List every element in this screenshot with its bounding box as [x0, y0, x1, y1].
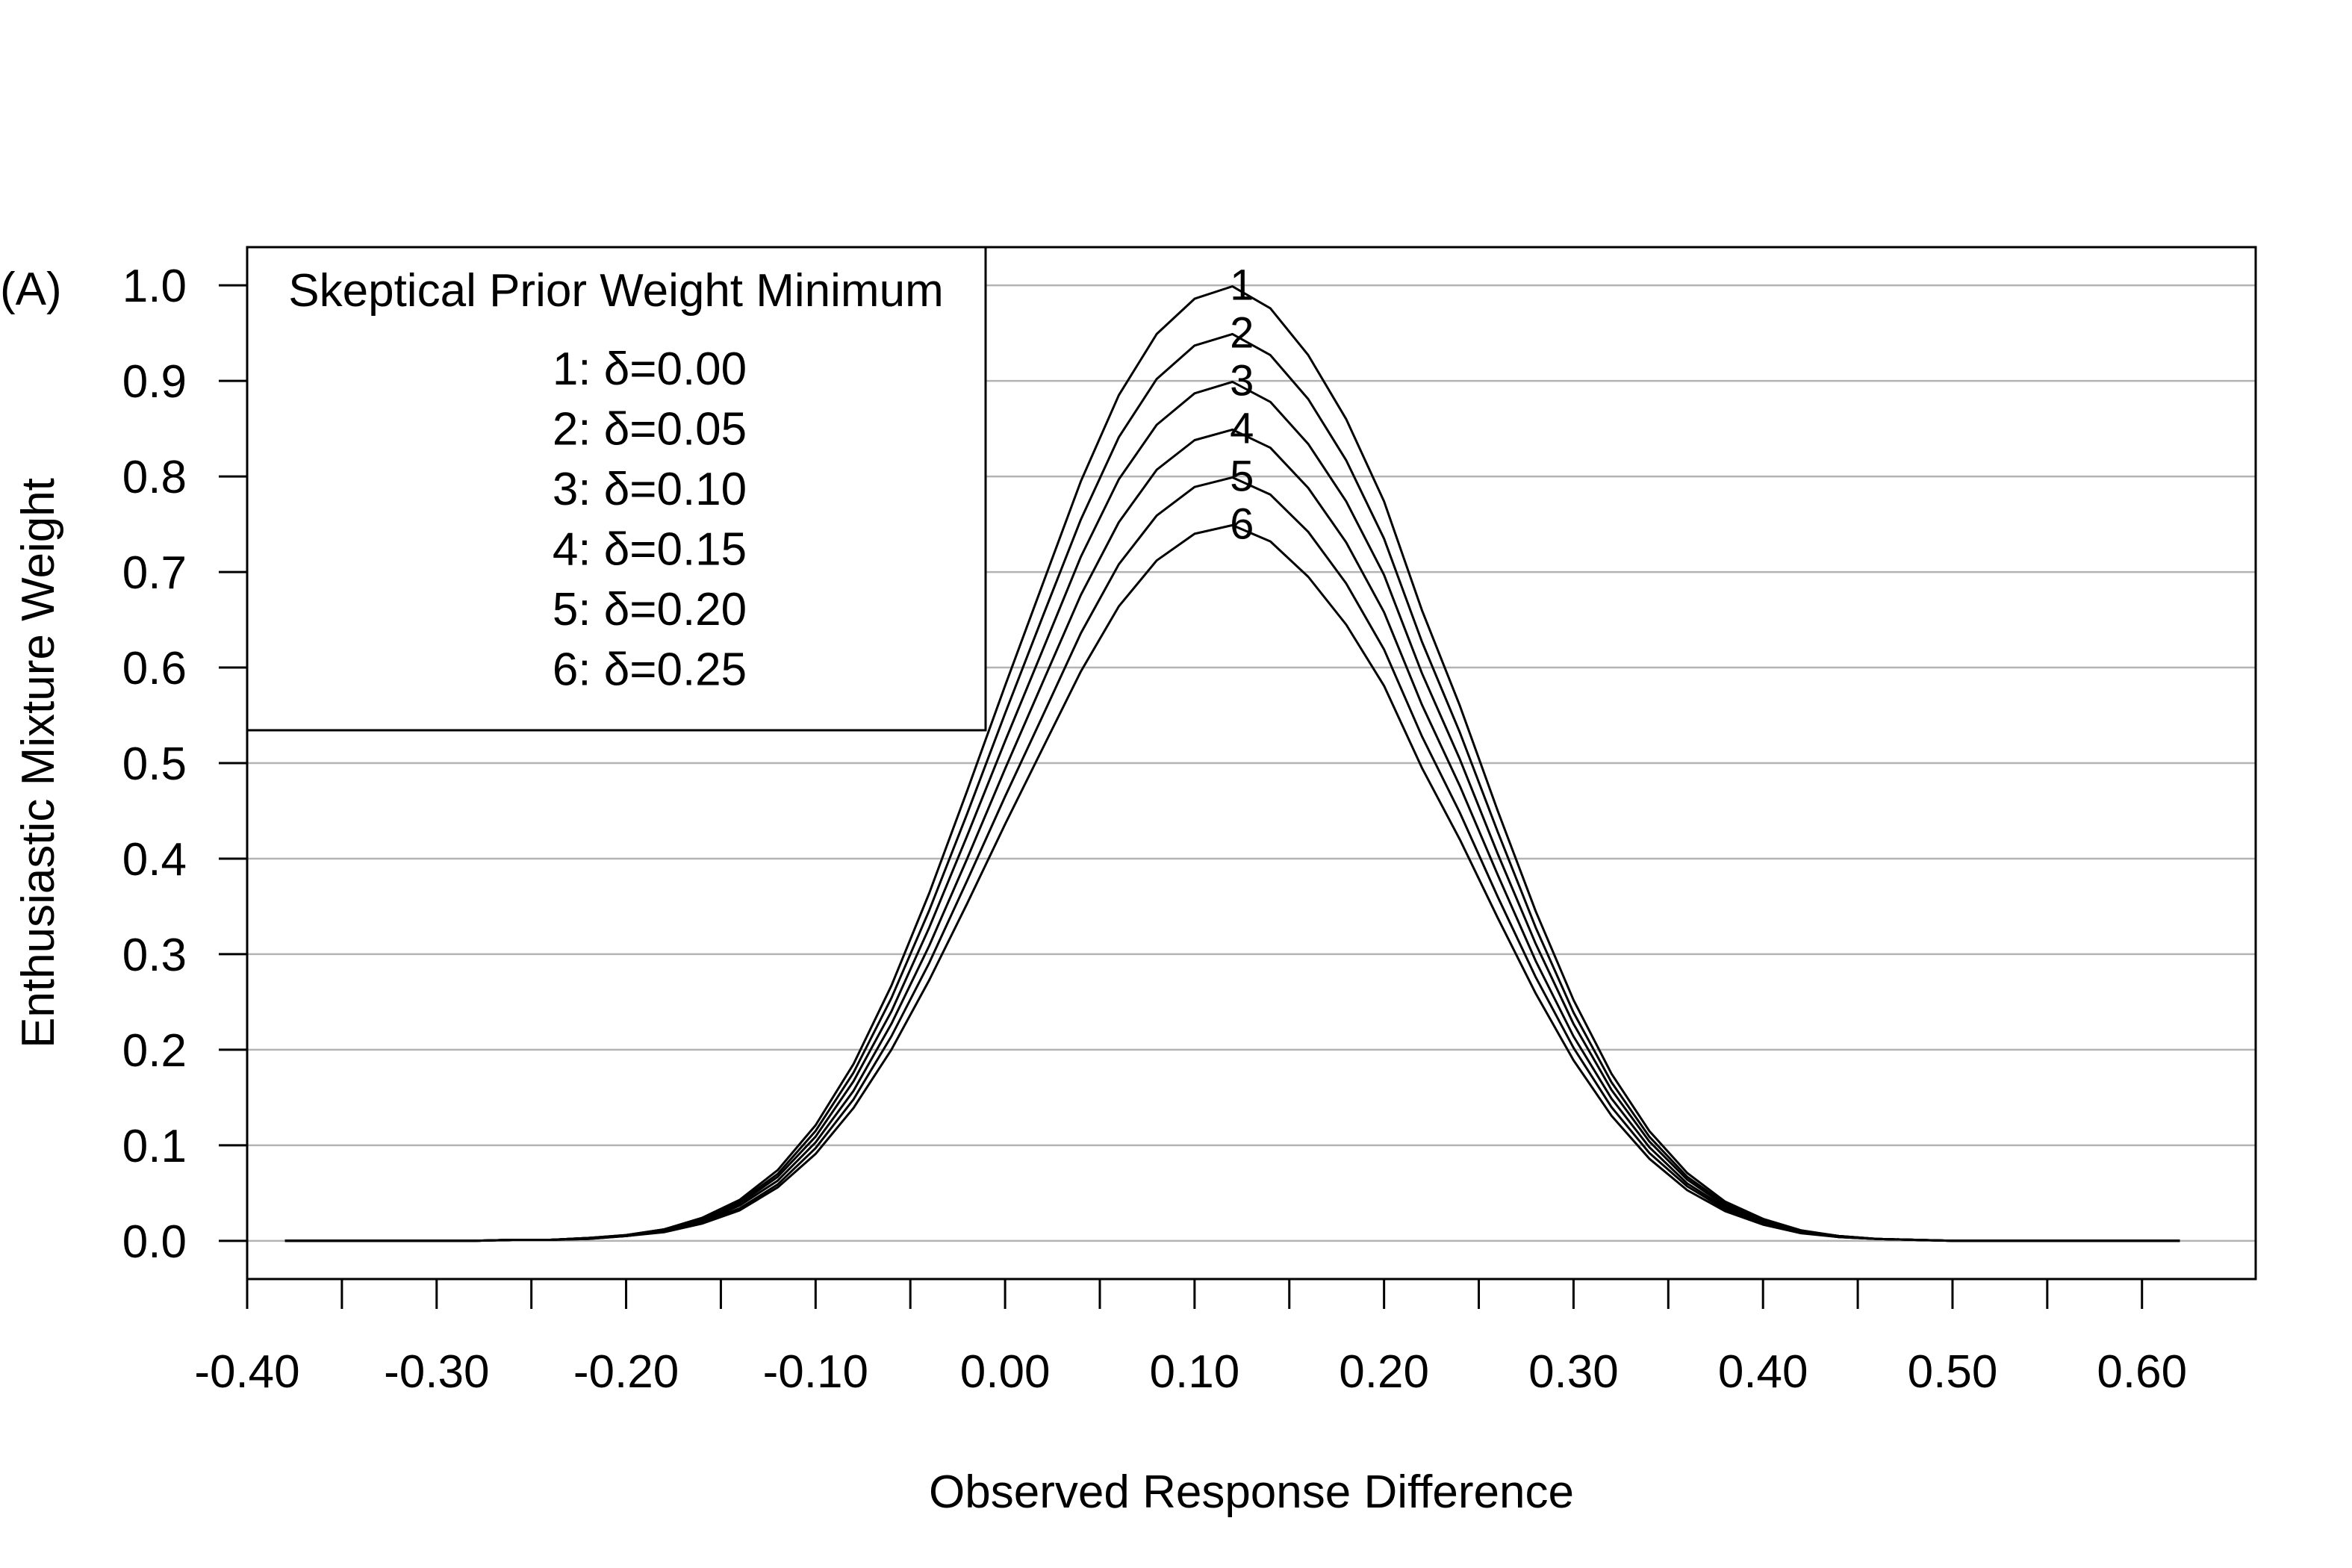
- x-tick-label: 0.50: [1908, 1346, 1998, 1398]
- y-tick-label: 0.6: [122, 643, 187, 694]
- y-tick-label: 0.4: [122, 834, 187, 886]
- curve-label-4: 4: [1230, 404, 1254, 452]
- y-tick-label: 0.5: [122, 738, 187, 790]
- curve-label-2: 2: [1230, 308, 1254, 357]
- legend-box: [246, 246, 987, 732]
- y-tick-label: 0.7: [122, 547, 187, 599]
- x-tick-label: 0.40: [1718, 1346, 1808, 1398]
- x-tick-label: 0.10: [1150, 1346, 1240, 1398]
- x-tick-label: -0.40: [194, 1346, 299, 1398]
- x-tick-label: -0.20: [573, 1346, 679, 1398]
- x-tick-label: 0.60: [2097, 1346, 2187, 1398]
- y-axis: 0.0 0.1 0.2 0.3 0.4 0.5 0.6 0.7 0.8 0.9 1.0: [122, 261, 247, 1268]
- x-tick-label: 0.30: [1528, 1346, 1619, 1398]
- legend-title: Skeptical Prior Weight Minimum: [288, 265, 943, 317]
- x-axis: -0.40 -0.30 -0.20 -0.10 0.00 0.10 0.20 0.30 0.40…: [194, 1279, 2187, 1398]
- curve-label-5: 5: [1230, 452, 1254, 500]
- x-tick-label: 0.00: [960, 1346, 1051, 1398]
- curve-label-6: 6: [1230, 500, 1254, 548]
- y-tick-label: 0.9: [122, 356, 187, 408]
- curve-label-1: 1: [1230, 261, 1254, 309]
- x-tick-label: -0.10: [763, 1346, 868, 1398]
- legend-entries: 1: δ=0.00 2: δ=0.05 3: δ=0.10 4: δ=0.15 5: δ…: [553, 343, 747, 696]
- series-lines: [284, 285, 2180, 1242]
- legend-entry: 6: δ=0.25: [553, 644, 747, 696]
- legend: Skeptical Prior Weight Minimum 1: δ=0.00…: [246, 246, 987, 732]
- y-tick-label: 0.1: [122, 1121, 187, 1172]
- y-tick-label: 0.0: [122, 1216, 187, 1268]
- y-tick-label: 1.0: [122, 261, 187, 312]
- panel-label: (A): [0, 264, 62, 315]
- legend-entry: 1: δ=0.00: [553, 343, 747, 395]
- legend-entry: 5: δ=0.20: [553, 584, 747, 635]
- legend-entry: 2: δ=0.05: [553, 404, 747, 455]
- legend-entry: 4: δ=0.15: [553, 524, 747, 576]
- y-tick-label: 0.2: [122, 1025, 187, 1077]
- y-tick-label: 0.3: [122, 930, 187, 981]
- series-line-6: [284, 523, 2180, 1242]
- y-axis-title: Enthusiastic Mixture Weight: [13, 478, 64, 1048]
- y-tick-label: 0.8: [122, 452, 187, 503]
- legend-entry: 3: δ=0.10: [553, 464, 747, 515]
- x-tick-label: -0.30: [384, 1346, 489, 1398]
- curve-label-3: 3: [1230, 356, 1254, 405]
- x-tick-label: 0.20: [1339, 1346, 1429, 1398]
- x-axis-title: Observed Response Difference: [929, 1466, 1574, 1518]
